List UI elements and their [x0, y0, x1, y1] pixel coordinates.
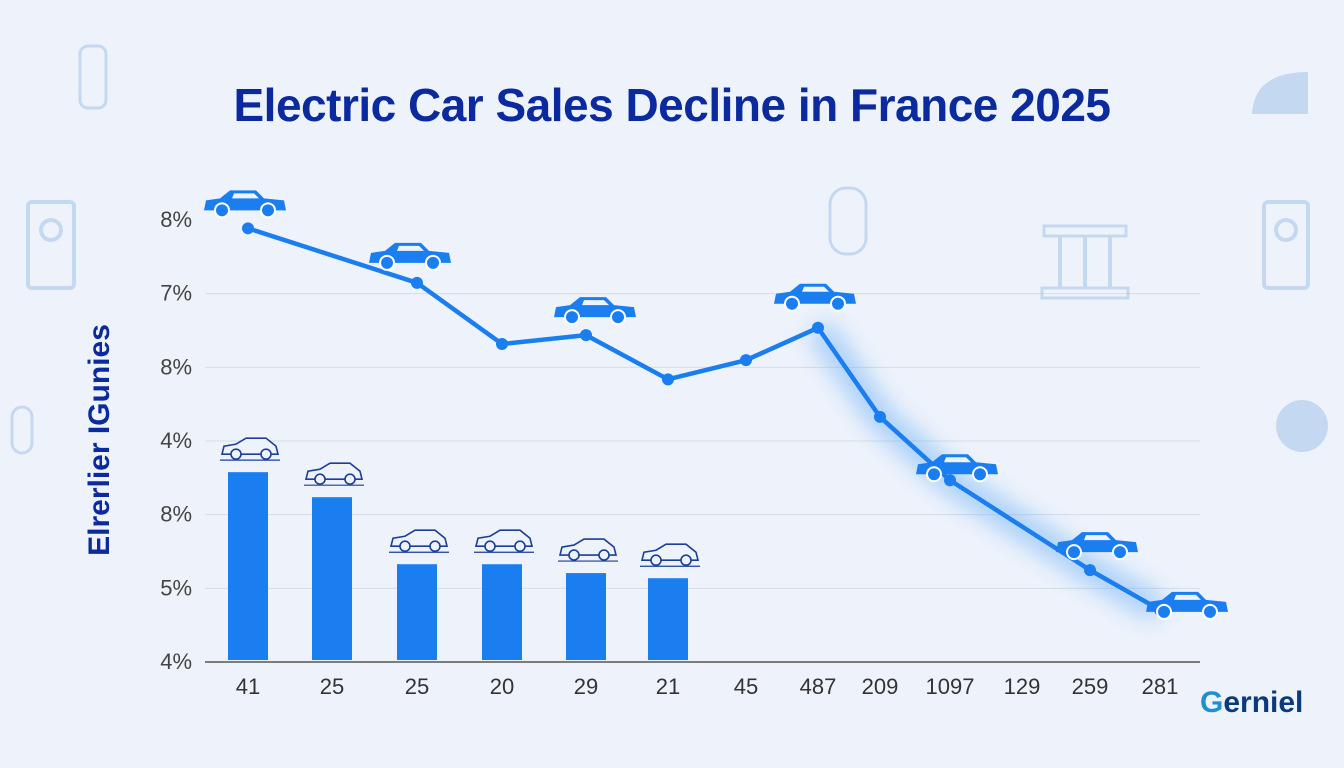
y-axis-label: Elrerlier IGunies [83, 324, 116, 556]
y-tick-label: 5% [160, 575, 192, 600]
y-tick-label: 4% [160, 649, 192, 674]
charger-icon [78, 44, 108, 110]
line-point [812, 321, 824, 334]
y-tick-label: 4% [160, 428, 192, 453]
x-tick-label: 209 [862, 674, 899, 699]
car-icon [553, 296, 637, 326]
bar [482, 564, 522, 660]
line-point [662, 373, 674, 386]
x-tick-label: 259 [1072, 674, 1109, 699]
line-series [247, 226, 1162, 612]
car-outline-icon [639, 543, 701, 568]
x-tick-label: 129 [1004, 674, 1041, 699]
y-tick-label: 8% [160, 354, 192, 379]
x-tick-label: 41 [236, 674, 260, 699]
x-tick-label: 45 [734, 674, 758, 699]
car-outline-icon [473, 529, 535, 554]
x-tick-label: 487 [800, 674, 837, 699]
line-point [496, 337, 508, 350]
line-point [580, 329, 592, 342]
car-outline-icon [557, 538, 619, 562]
bar [566, 573, 606, 660]
car-outline-icon [303, 462, 365, 486]
car-icon [773, 282, 857, 312]
car-icon [368, 241, 452, 271]
bar [648, 578, 688, 660]
x-tick-label: 21 [656, 674, 680, 699]
x-tick-label: 29 [574, 674, 598, 699]
logo-text: erniel [1223, 686, 1304, 719]
y-tick-label: 8% [160, 207, 192, 232]
x-tick-label: 20 [490, 674, 514, 699]
line-point [740, 354, 752, 367]
car-icon [1055, 531, 1139, 561]
leaf-icon [1276, 400, 1328, 452]
leaf-icon [1252, 72, 1308, 114]
line-point [411, 276, 423, 289]
car-outline-icon [388, 529, 450, 554]
bar [312, 497, 352, 660]
line-point [1084, 564, 1096, 577]
x-tick-label: 1097 [926, 674, 975, 699]
charger-icon [828, 186, 868, 256]
line-point [944, 474, 956, 487]
plug-icon [10, 405, 34, 455]
line-point [874, 410, 886, 423]
bar [228, 472, 268, 660]
logo-mark-icon: G [1200, 686, 1224, 719]
x-tick-label: 25 [320, 674, 344, 699]
charging-station-icon [1262, 200, 1310, 290]
car-icon [203, 189, 287, 219]
building-icon [1040, 224, 1130, 300]
charging-station-icon [26, 200, 76, 290]
y-tick-label: 8% [160, 502, 192, 527]
y-tick-label: 7% [160, 281, 192, 306]
logo: Gerniel [1200, 686, 1303, 720]
x-tick-label: 281 [1142, 674, 1179, 699]
bar [397, 564, 437, 660]
chart-title: Electric Car Sales Decline in France 202… [233, 79, 1112, 131]
line-point [242, 222, 254, 235]
x-tick-label: 25 [405, 674, 429, 699]
